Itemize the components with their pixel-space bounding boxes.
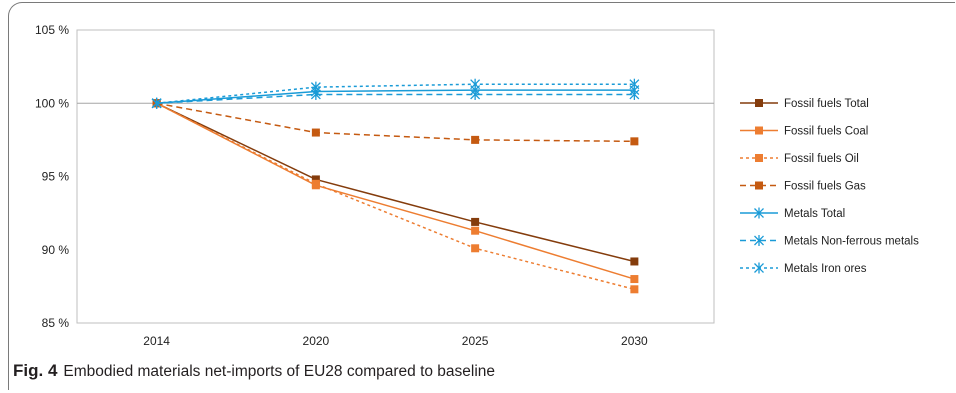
figure-label: Fig. 4 — [13, 361, 58, 380]
series-line — [156, 89, 635, 104]
data-point — [630, 137, 639, 146]
data-point — [470, 78, 481, 90]
data-point — [471, 217, 480, 226]
x-tick-label: 2030 — [621, 334, 648, 348]
x-tick-label: 2014 — [143, 334, 170, 348]
figure-caption: Fig. 4 Embodied materials net-imports of … — [13, 361, 495, 381]
series-line — [156, 102, 635, 291]
data-point — [630, 275, 639, 284]
x-tick-label: 2025 — [462, 334, 489, 348]
data-point — [311, 175, 320, 184]
legend-marker — [755, 126, 763, 135]
y-tick-label: 90 % — [42, 243, 70, 257]
data-point — [471, 135, 480, 144]
data-point — [471, 226, 480, 235]
legend-label: Fossil fuels Coal — [784, 126, 868, 138]
figure-frame — [8, 2, 955, 390]
series-line — [156, 102, 635, 280]
legend-marker — [754, 235, 764, 246]
legend-marker — [755, 181, 763, 190]
data-point — [311, 128, 320, 137]
y-tick-label: 100 % — [35, 96, 69, 110]
figure-caption-text: Embodied materials net-imports of EU28 c… — [63, 363, 496, 380]
series-line — [156, 102, 635, 143]
data-point — [310, 81, 321, 93]
legend-label: Metals Total — [784, 208, 845, 220]
data-point — [630, 285, 639, 294]
plot-area — [76, 29, 715, 324]
y-tick-label: 85 % — [42, 316, 70, 330]
y-tick-label: 105 % — [35, 23, 69, 37]
data-point — [629, 78, 640, 90]
data-point — [311, 179, 320, 188]
legend-label: Fossil fuels Total — [784, 98, 869, 110]
data-point — [630, 257, 639, 266]
legend-marker — [755, 154, 763, 162]
x-tick-label: 2020 — [303, 334, 330, 348]
legend-label: Metals Non-ferrous metals — [784, 236, 919, 248]
legend-label: Fossil fuels Oil — [784, 153, 859, 165]
legend-marker — [755, 99, 763, 107]
data-point — [151, 97, 162, 109]
legend: Fossil fuels Total Fossil fuels Coal Fossi… — [740, 98, 919, 275]
line-chart: 85 % 90 % 95 % 100 % 105 % 2014 2020 2025 2030 Fo… — [35, 23, 919, 348]
legend-label: Metals Iron ores — [784, 263, 867, 275]
series-line — [156, 102, 635, 263]
data-point — [629, 88, 640, 100]
data-point — [470, 88, 481, 100]
legend-marker — [754, 262, 764, 274]
legend-marker — [754, 207, 764, 219]
y-tick-label: 95 % — [42, 170, 70, 184]
legend-label: Fossil fuels Gas — [784, 181, 866, 193]
data-point — [471, 244, 480, 253]
series-line — [156, 83, 635, 104]
